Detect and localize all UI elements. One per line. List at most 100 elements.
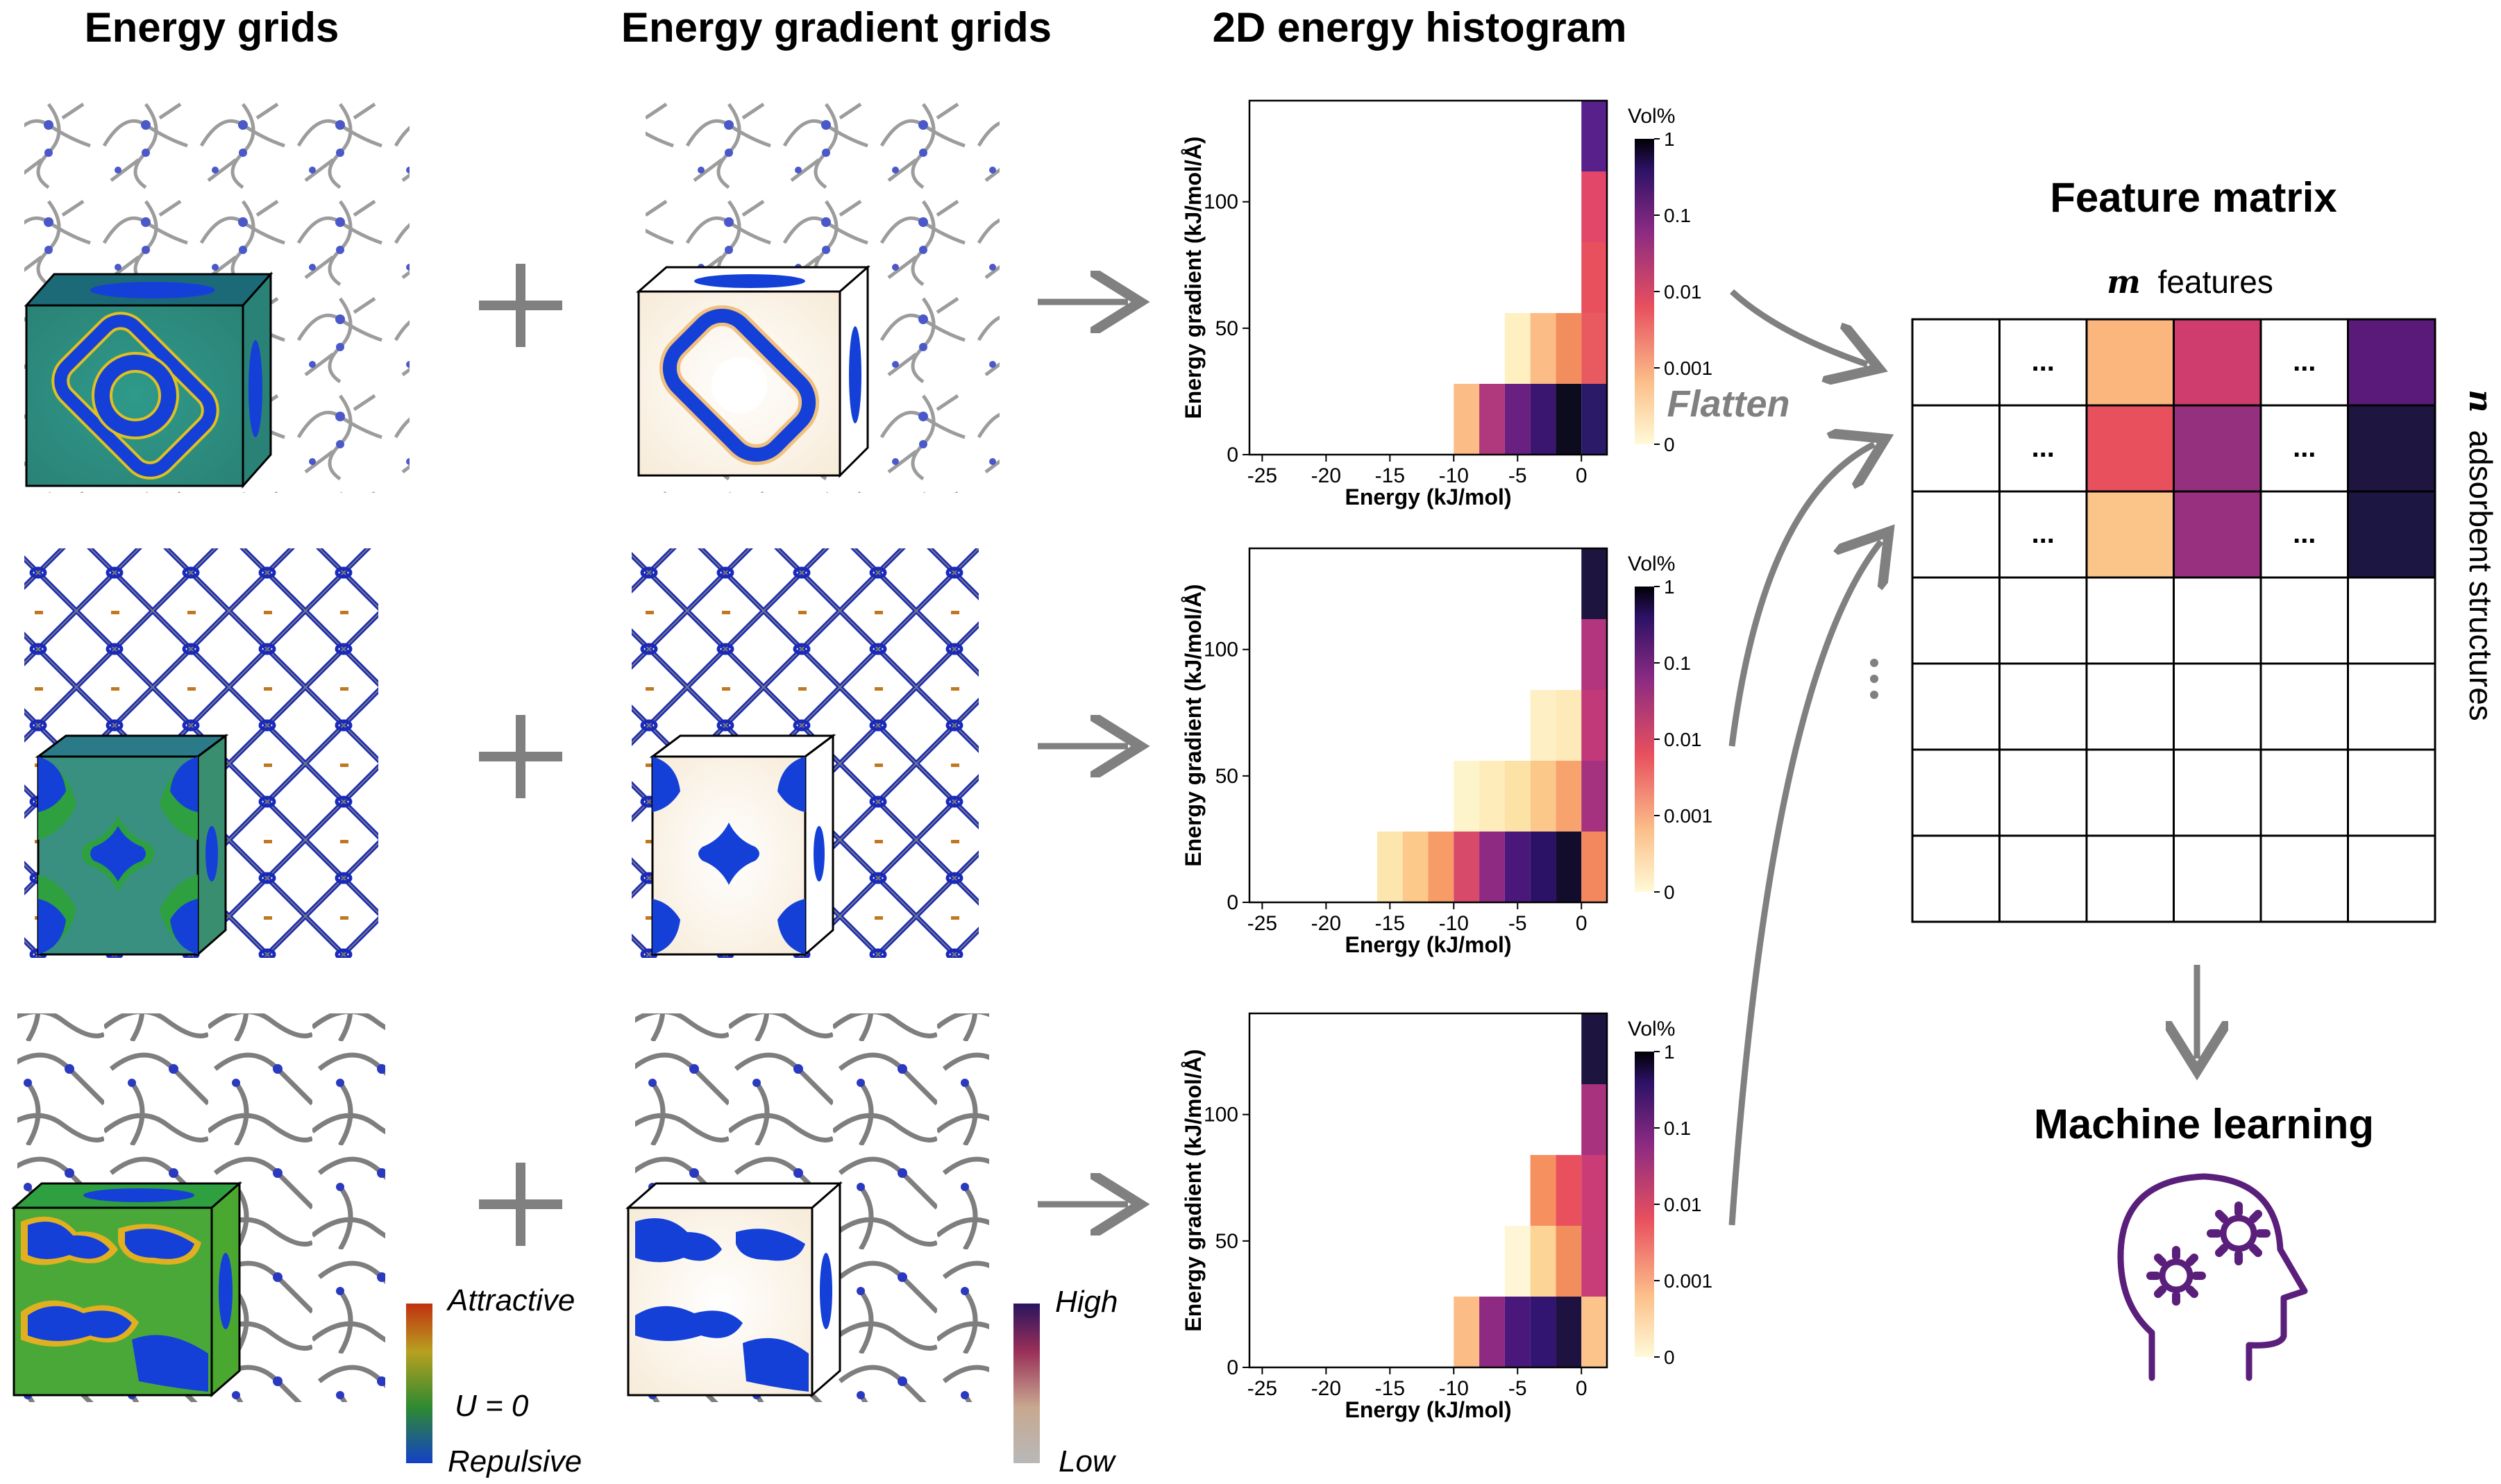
heatmap-cell: [1581, 101, 1607, 171]
gradient-legend-high: High: [1055, 1285, 1118, 1319]
heatmap-cell: [1504, 1297, 1531, 1367]
gradient-colorbar: [1013, 1304, 1040, 1463]
x-tick-label: -5: [1508, 1377, 1527, 1400]
plot-frame: [1248, 99, 1608, 456]
heatmap-cell: [1581, 1297, 1607, 1367]
energy-grid-2: [24, 548, 378, 958]
heatmap-cell: [1581, 1084, 1607, 1155]
heatmap-cell: [1581, 384, 1607, 455]
matrix-cell: [2085, 662, 2175, 751]
gradient-grid-2: [632, 548, 979, 958]
x-tick-label: -15: [1375, 1377, 1405, 1400]
colorbar-tick-label: 0.1: [1664, 205, 1691, 226]
matrix-cell: [1998, 576, 2088, 665]
matrix-cell: [2259, 318, 2349, 407]
y-tick-label: 50: [1215, 317, 1238, 340]
matrix-cell: [1911, 318, 2001, 407]
colorbar-tick-label: 1: [1664, 1041, 1675, 1063]
y-tick-label: 50: [1215, 1230, 1238, 1253]
matrix-cell: [2347, 318, 2436, 407]
heatmap-cell: [1581, 619, 1607, 690]
y-tick-label: 100: [1204, 1104, 1238, 1127]
heatmap-cell: [1479, 761, 1505, 832]
matrix-cell: [2173, 662, 2262, 751]
y-tick-label: 100: [1204, 191, 1238, 214]
n-symbol: n: [2462, 389, 2500, 412]
x-tick-label: 0: [1576, 912, 1588, 935]
heatmap-cell: [1504, 384, 1531, 455]
matrix-cell: [2347, 748, 2436, 837]
energy-legend-zero: U = 0: [455, 1389, 529, 1423]
heatmap-cell: [1454, 1297, 1480, 1367]
y-axis-label: Energy gradient (kJ/mol/Å): [1181, 136, 1206, 419]
header-feature-matrix: Feature matrix: [2050, 174, 2337, 221]
matrix-cell: [2085, 490, 2175, 579]
heatmap-cell: [1530, 832, 1556, 902]
colorbar-tick-label: 1: [1664, 576, 1675, 598]
colorbar-title: Vol%: [1628, 553, 1675, 575]
vol-colorbar: [1635, 139, 1654, 444]
heatmap-cell: [1376, 832, 1403, 902]
histogram-2: -25 -20 -15 -10 -5 0 0 50 100 Energy (kJ/mol) Ener…: [1181, 547, 1712, 957]
colorbar-tick-label: 0.1: [1664, 652, 1691, 674]
colorbar-title: Vol%: [1628, 1018, 1675, 1040]
heatmap-cell: [1556, 1226, 1582, 1297]
heatmap-cell: [1479, 384, 1505, 455]
x-tick-label: -25: [1247, 912, 1277, 935]
heatmap-cell: [1530, 1226, 1556, 1297]
x-axis-label: Energy (kJ/mol): [1345, 1397, 1511, 1422]
m-symbol: m: [2107, 263, 2141, 301]
x-tick-label: -15: [1375, 912, 1405, 935]
heatmap-cell: [1581, 548, 1607, 619]
matrix-ellipsis: ...: [2032, 346, 2055, 377]
heatmap-cell: [1556, 1155, 1582, 1226]
gradient-legend: High Low: [1013, 1285, 1118, 1478]
heatmap-cell: [1581, 313, 1607, 384]
matrix-cell: [2085, 834, 2175, 923]
heatmap-cell: [1454, 384, 1480, 455]
heatmap-cell: [1504, 832, 1531, 902]
x-tick-label: -10: [1439, 1377, 1469, 1400]
head-gears-icon: [2117, 1173, 2308, 1381]
matrix-cell: [1998, 662, 2088, 751]
heatmap-cell: [1530, 1155, 1556, 1226]
matrix-cell: [1911, 834, 2001, 923]
heatmap-cell: [1581, 242, 1607, 313]
flatten-arrow-2: [1728, 444, 1874, 747]
heatmap-cell: [1479, 1297, 1505, 1367]
feature-matrix: ..................: [1911, 318, 2436, 923]
heatmap-cell: [1504, 761, 1531, 832]
energy-legend: Attractive U = 0 Repulsive: [406, 1283, 582, 1478]
matrix-cell: [1911, 576, 2001, 665]
matrix-cell: [1998, 490, 2088, 579]
m-features-label: features: [2158, 264, 2273, 300]
matrix-cell: [2259, 576, 2349, 665]
heatmap-cell: [1530, 761, 1556, 832]
energy-colorbar: [406, 1304, 432, 1463]
matrix-cell: [2347, 576, 2436, 665]
y-axis-label: Energy gradient (kJ/mol/Å): [1181, 584, 1206, 866]
matrix-cell: [1911, 662, 2001, 751]
heatmap-cell: [1454, 832, 1480, 902]
heatmap-cell: [1556, 832, 1582, 902]
matrix-cell: [1911, 490, 2001, 579]
matrix-ellipsis: ...: [2032, 432, 2055, 463]
heatmap-cell: [1556, 690, 1582, 761]
heatmap-cell: [1581, 761, 1607, 832]
svg-text:m features: m features: [2107, 263, 2273, 301]
histogram-1: -25 -20 -15 -10 -5 0 0 50 100 Energy (kJ/mol) Ener…: [1181, 99, 1712, 509]
y-tick-label: 0: [1227, 444, 1238, 466]
histogram-3: -25 -20 -15 -10 -5 0 0 50 100 Energy (kJ/mol) Ener…: [1181, 1012, 1712, 1422]
x-tick-label: -10: [1439, 464, 1469, 487]
matrix-cell: [1911, 404, 2001, 493]
matrix-cell: [2085, 576, 2175, 665]
matrix-cell: [2259, 834, 2349, 923]
matrix-cell: [2173, 834, 2262, 923]
colorbar-tick-label: 0.001: [1664, 357, 1712, 379]
heatmap-cell: [1428, 832, 1454, 902]
n-structures-label: n adsorbent structures: [2462, 389, 2500, 721]
vol-colorbar: [1635, 587, 1654, 892]
colorbar-tick-label: 0: [1664, 882, 1675, 903]
header-histogram: 2D energy histogram: [1213, 4, 1627, 51]
